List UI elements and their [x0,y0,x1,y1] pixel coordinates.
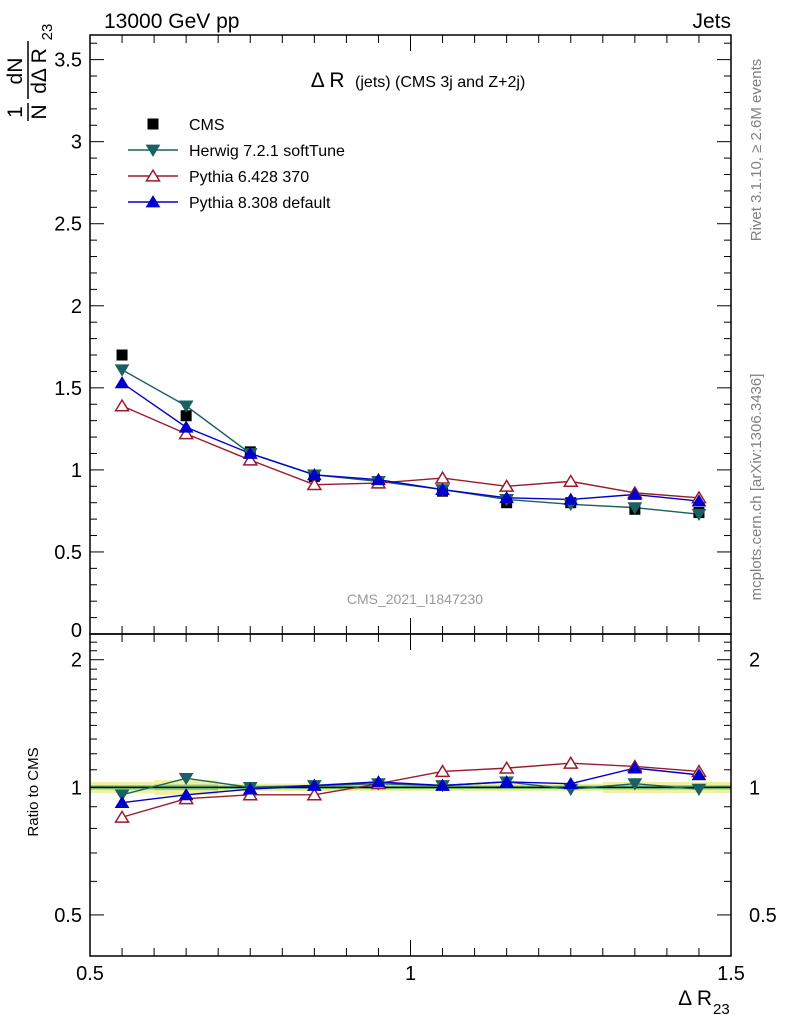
ylabel-sub: 23 [39,24,56,41]
main-point-pythia-6-428-370 [562,474,579,488]
main-ytick-label: 1.5 [54,378,82,400]
ratio-point-pythia-6-428-370 [114,809,130,823]
ratio-ytick-label-right: 2 [749,650,760,672]
ratio-point-pythia-8-308-default [242,782,258,795]
ratio-ytick-label-left: 2 [71,650,82,672]
ratio-point-pythia-8-308-default [371,775,386,788]
main-point-pythia-6-428-370 [434,470,451,484]
ratio-point-pythia-8-308-default [178,788,194,801]
main-point-pythia-8-308-default [306,467,322,481]
x-axis-title: Δ R [678,987,712,1010]
main-point-pythia-8-308-default [499,490,515,504]
main-ytick-label: 2.5 [54,214,82,236]
main-line-pythia-6-428-370 [121,405,700,499]
ratio-point-pythia-8-308-default [435,778,450,791]
legend-label-cms: CMS [189,117,225,134]
main-point-pythia-8-308-default [627,487,643,500]
ratio-point-pythia-8-308-default [499,775,515,788]
main-point-pythia-6-428-370 [306,477,323,491]
main-point-pythia-8-308-default [435,482,450,495]
main-point-pythia-8-308-default [242,446,258,459]
main-ytick-label: 3 [71,132,82,154]
main-ytick-label: 3.5 [54,50,82,72]
legend: CMS Herwig 7.2.1 softTune Pythia 6.428 370… [128,117,345,212]
main-line-herwig-7-2-1-softtune [121,369,700,515]
main-point-pythia-8-308-default [563,492,579,505]
ratio-ytick-label-right: 0.5 [749,905,777,927]
ratio-point-pythia-6-428-370 [498,760,515,774]
ratio-ytick-label-left: 1 [71,777,82,799]
legend-marker-pythia-8-308-default [145,195,161,208]
ratio-ytick-label-right: 1 [749,777,760,799]
legend-marker-herwig-7-2-1-softtune [145,144,161,157]
x-axis-title-sub: 23 [713,1001,730,1018]
main-point-pythia-6-428-370 [114,398,130,412]
ratio-point-pythia-6-428-370 [306,787,323,801]
header-energy: 13000 GeV pp [104,10,239,33]
main-ylabel: 1 N dN dΔ R 23 [4,24,56,121]
main-point-pythia-6-428-370 [242,452,259,466]
series-markers [114,349,707,823]
main-point-pythia-8-308-default [691,494,707,507]
main-ytick-label: 1 [71,460,82,482]
ylabel-dn: dN [4,58,27,85]
ratio-point-pythia-8-308-default [114,795,130,809]
ratio-point-herwig-7-2-1-softtune [178,772,194,786]
x-axis-title-main: Δ R [678,987,712,1010]
main-panel-frame [89,34,732,635]
plot-title-main: Δ R [311,69,345,92]
ratio-ylabel: Ratio to CMS [25,747,42,836]
axes-tick-labels: 0.5 1 1.5 2 2.5 3 3.5 0 0.5 1 1.5 0.5 0.5 1 1 2 2 [54,50,777,985]
ylabel-den: N [28,104,51,119]
plot-title: Δ R (jets) (CMS 3j and Z+2j) [311,69,526,92]
ratio-point-herwig-7-2-1-softtune [627,778,643,791]
main-point-herwig-7-2-1-softtune [627,502,643,515]
main-point-cms [180,410,192,422]
ratio-point-pythia-8-308-default [627,761,643,774]
axes-ticks [89,35,732,957]
rivet-label: Rivet 3.1.10, ≥ 2.6M events [748,59,765,242]
legend-label-pythia-6-428-370: Pythia 6.428 370 [189,169,309,186]
mcplots-label: mcplots.cern.ch [arXiv:1306.3436] [748,374,765,601]
ratio-point-pythia-6-428-370 [434,764,451,778]
header-process: Jets [692,10,731,33]
main-ytick-label: 0.5 [54,542,82,564]
main-point-pythia-8-308-default [114,376,130,389]
x-tick-label: 1 [405,963,416,985]
analysis-watermark: CMS_2021_I1847230 [347,591,483,607]
legend-label-herwig-7-2-1-softtune: Herwig 7.2.1 softTune [189,143,345,160]
ratio-line-herwig-7-2-1-softtune [121,777,700,796]
ratio-ytick-label-left: 0.5 [54,905,82,927]
main-point-pythia-8-308-default [371,472,386,486]
ratio-line-pythia-8-308-default [121,767,700,804]
ratio-line-pythia-6-428-370 [121,762,700,818]
x-tick-label: 0.5 [76,963,104,985]
main-point-herwig-7-2-1-softtune [114,364,130,377]
ylabel-num: 1 [4,106,27,118]
main-line-pythia-8-308-default [121,382,700,502]
ratio-point-pythia-6-428-370 [562,755,579,769]
main-point-cms [116,349,128,361]
main-ytick-label-zero: 0 [71,620,82,642]
ratio-point-pythia-8-308-default [563,776,579,790]
main-point-herwig-7-2-1-softtune [691,508,707,522]
main-ytick-label: 2 [71,296,82,318]
legend-label-pythia-8-308-default: Pythia 8.308 default [189,195,331,212]
main-point-pythia-8-308-default [178,420,194,433]
ratio-point-pythia-8-308-default [306,778,322,791]
x-tick-label: 1.5 [717,963,745,985]
ylabel-dr: dΔ R [28,48,51,94]
ratio-point-herwig-7-2-1-softtune [691,783,707,796]
plot-title-sub: (jets) (CMS 3j and Z+2j) [355,74,525,91]
main-point-pythia-6-428-370 [178,426,194,440]
ratio-point-herwig-7-2-1-softtune [114,789,130,802]
legend-marker-cms [147,118,159,130]
main-point-herwig-7-2-1-softtune [178,400,194,413]
legend-marker-pythia-6-428-370 [145,168,161,182]
ratio-point-pythia-8-308-default [691,768,707,781]
series-lines [121,369,700,818]
